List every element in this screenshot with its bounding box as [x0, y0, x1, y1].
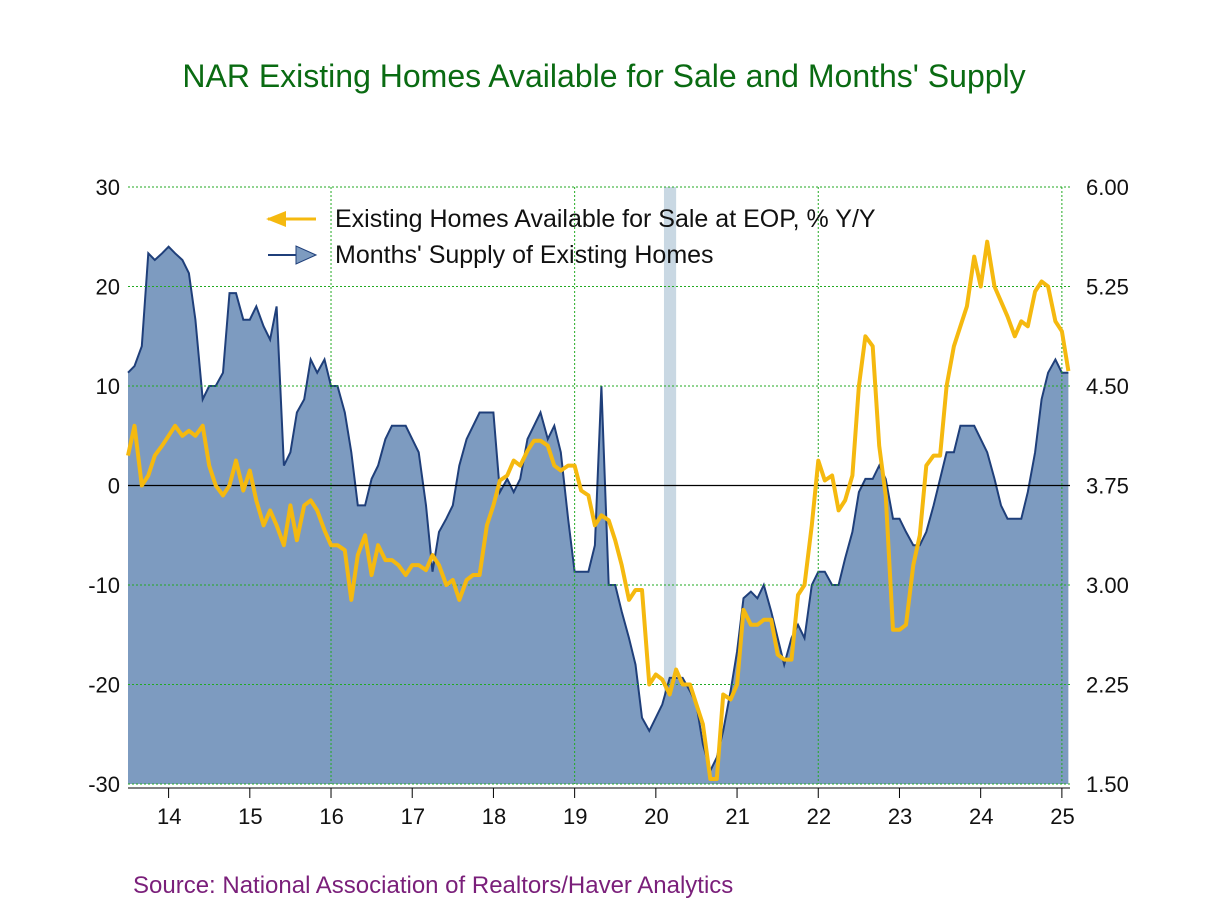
x-tick-label: 25: [1050, 804, 1074, 829]
chart-source: Source: National Association of Realtors…: [133, 872, 734, 899]
legend-label-homes-available: Existing Homes Available for Sale at EOP…: [335, 205, 876, 233]
legend-line-arrow-icon: [266, 211, 286, 227]
y-left-tick-label: 0: [108, 474, 120, 499]
series-months-supply-area: [128, 246, 1069, 784]
y-left-tick-label: 20: [96, 275, 120, 300]
x-tick-label: 24: [969, 804, 993, 829]
y-right-tick-label: 4.50: [1086, 374, 1129, 399]
series-homes-available-line: [126, 239, 1071, 781]
x-tick-label: 17: [401, 804, 425, 829]
x-tick-label: 14: [157, 804, 181, 829]
y-left-tick-label: -10: [88, 573, 120, 598]
x-tick-label: 19: [563, 804, 587, 829]
x-tick-label: 16: [319, 804, 343, 829]
y-left-tick-label: 10: [96, 374, 120, 399]
legend-label-months-supply: Months' Supply of Existing Homes: [335, 241, 714, 269]
x-tick-label: 18: [482, 804, 506, 829]
series-months-supply-outline: [127, 245, 1069, 774]
chart-title: NAR Existing Homes Available for Sale an…: [182, 58, 1026, 94]
y-right-tick-label: 6.00: [1086, 175, 1129, 200]
x-tick-label: 20: [644, 804, 668, 829]
y-left-tick-label: 30: [96, 175, 120, 200]
x-tick-label: 22: [807, 804, 831, 829]
y-right-tick-label: 5.25: [1086, 275, 1129, 300]
x-tick-label: 15: [238, 804, 262, 829]
y-left-tick-label: -30: [88, 772, 120, 797]
y-right-tick-label: 1.50: [1086, 772, 1129, 797]
x-tick-label: 21: [725, 804, 749, 829]
y-left-tick-label: -20: [88, 673, 120, 698]
x-tick-label: 23: [888, 804, 912, 829]
y-right-tick-label: 3.75: [1086, 474, 1129, 499]
y-right-tick-label: 3.00: [1086, 573, 1129, 598]
legend-area-arrow-icon: [295, 245, 318, 265]
y-right-tick-label: 2.25: [1086, 673, 1129, 698]
